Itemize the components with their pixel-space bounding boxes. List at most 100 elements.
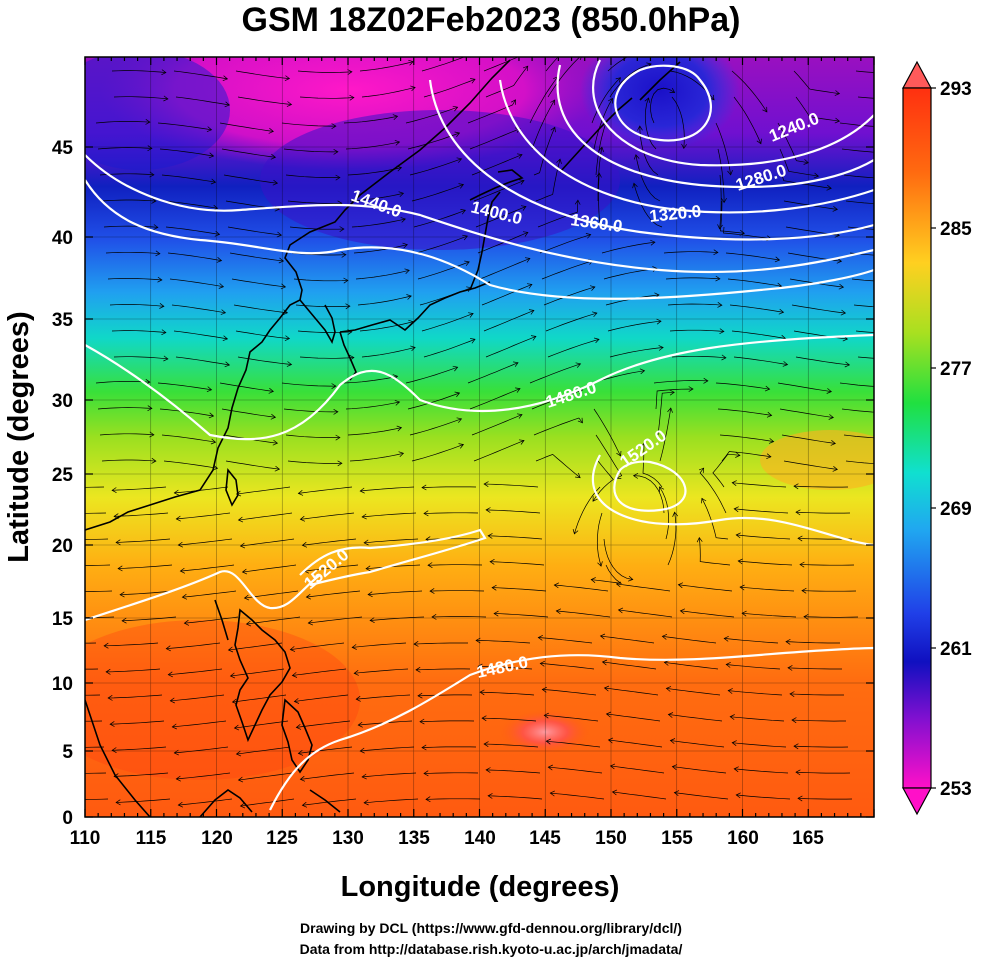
- streamline: [349, 452, 404, 462]
- streamline: [839, 382, 874, 387]
- streamline-arrow: [725, 661, 731, 668]
- streamline-arrow: [206, 386, 213, 393]
- streamline-arrow: [272, 439, 279, 446]
- streamline-arrow: [210, 438, 217, 445]
- streamline-arrow: [836, 257, 843, 264]
- streamline: [717, 148, 725, 203]
- streamline: [347, 427, 402, 436]
- streamline: [484, 483, 539, 488]
- streamline-arrow: [541, 686, 547, 693]
- streamline-arrow: [801, 587, 807, 594]
- streamline: [223, 174, 278, 184]
- streamline: [797, 797, 853, 800]
- streamline-arrow: [351, 644, 357, 650]
- streamline-arrow: [421, 744, 427, 751]
- streamline-arrow: [337, 460, 343, 467]
- streamline: [633, 183, 663, 228]
- streamline-arrow: [107, 695, 113, 701]
- streamline: [574, 486, 601, 535]
- streamline-arrow: [795, 769, 801, 776]
- streamline-arrow: [157, 276, 163, 283]
- streamline-arrow: [177, 801, 184, 808]
- x-tick-130: 130: [332, 828, 364, 849]
- streamline-arrow: [596, 172, 602, 178]
- streamline: [101, 199, 156, 202]
- streamline: [285, 174, 340, 178]
- streamline-arrow: [797, 795, 803, 802]
- streamline-arrow: [766, 411, 773, 418]
- streamline: [364, 538, 419, 544]
- x-tick-160: 160: [727, 828, 759, 849]
- streamline: [302, 538, 357, 546]
- streamline: [370, 616, 425, 621]
- streamline-arrow: [54, 797, 58, 802]
- streamline-arrow: [715, 275, 721, 282]
- streamline: [360, 746, 415, 752]
- streamline-arrow: [701, 497, 707, 504]
- streamline-arrow: [367, 591, 373, 598]
- streamline: [635, 154, 661, 202]
- streamline: [471, 154, 523, 176]
- streamline-arrow: [545, 738, 551, 745]
- streamline-arrow: [415, 666, 421, 673]
- x-tick-115: 115: [136, 828, 167, 849]
- streamline: [609, 63, 652, 98]
- streamline: [680, 610, 735, 618]
- streamline: [740, 586, 795, 592]
- streamline-arrow: [161, 69, 167, 76]
- colorbar-scale: [902, 87, 932, 789]
- streamline: [230, 668, 285, 677]
- streamline: [485, 336, 537, 358]
- streamline-arrow: [731, 740, 737, 746]
- streamline: [103, 225, 158, 228]
- streamline: [604, 687, 659, 696]
- streamline-arrow: [171, 723, 177, 730]
- lat-lon-grid: [85, 57, 874, 817]
- streamline: [531, 99, 555, 150]
- streamline-arrow: [357, 721, 363, 728]
- streamline-arrow: [301, 541, 308, 548]
- streamline: [355, 269, 410, 280]
- streamline: [533, 417, 583, 436]
- streamline: [407, 392, 460, 410]
- streamline-arrow: [458, 443, 465, 449]
- streamline: [596, 512, 603, 567]
- streamline: [85, 512, 107, 514]
- y-tick-40: 40: [52, 228, 73, 249]
- streamline-arrow: [163, 95, 169, 102]
- streamline-arrow: [147, 145, 153, 152]
- streamline: [120, 590, 175, 596]
- streamline-arrow: [727, 169, 733, 176]
- streamline-arrow: [475, 637, 481, 644]
- streamline-arrow: [483, 481, 489, 487]
- streamline: [483, 310, 535, 332]
- streamline-arrow: [524, 257, 531, 263]
- x-tick-150: 150: [595, 828, 627, 849]
- streamline-arrow: [413, 641, 419, 647]
- streamline: [701, 498, 729, 540]
- streamline-arrow: [470, 78, 476, 84]
- streamline: [650, 87, 675, 124]
- streamline-arrow: [656, 318, 662, 325]
- streamline-arrow: [826, 388, 832, 394]
- streamline: [176, 772, 231, 780]
- streamline-arrow: [892, 410, 896, 415]
- streamline: [665, 277, 720, 280]
- streamline-arrow: [890, 384, 894, 389]
- streamline: [421, 313, 474, 332]
- streamline-arrow: [280, 283, 287, 290]
- streamline: [715, 382, 770, 390]
- streamline-arrow: [173, 489, 179, 496]
- streamline-arrow: [906, 71, 910, 76]
- streamline-arrow: [791, 717, 797, 724]
- streamline: [593, 408, 621, 457]
- streamline-arrow: [789, 691, 795, 697]
- streamline-arrow: [723, 635, 729, 642]
- colorbar-label-277: 277: [940, 359, 972, 380]
- streamline-arrow: [479, 689, 485, 696]
- streamline: [368, 590, 423, 595]
- streamline-arrow: [363, 799, 369, 806]
- streamline-arrow: [616, 450, 622, 457]
- streamline: [734, 508, 789, 514]
- streamline: [486, 769, 541, 774]
